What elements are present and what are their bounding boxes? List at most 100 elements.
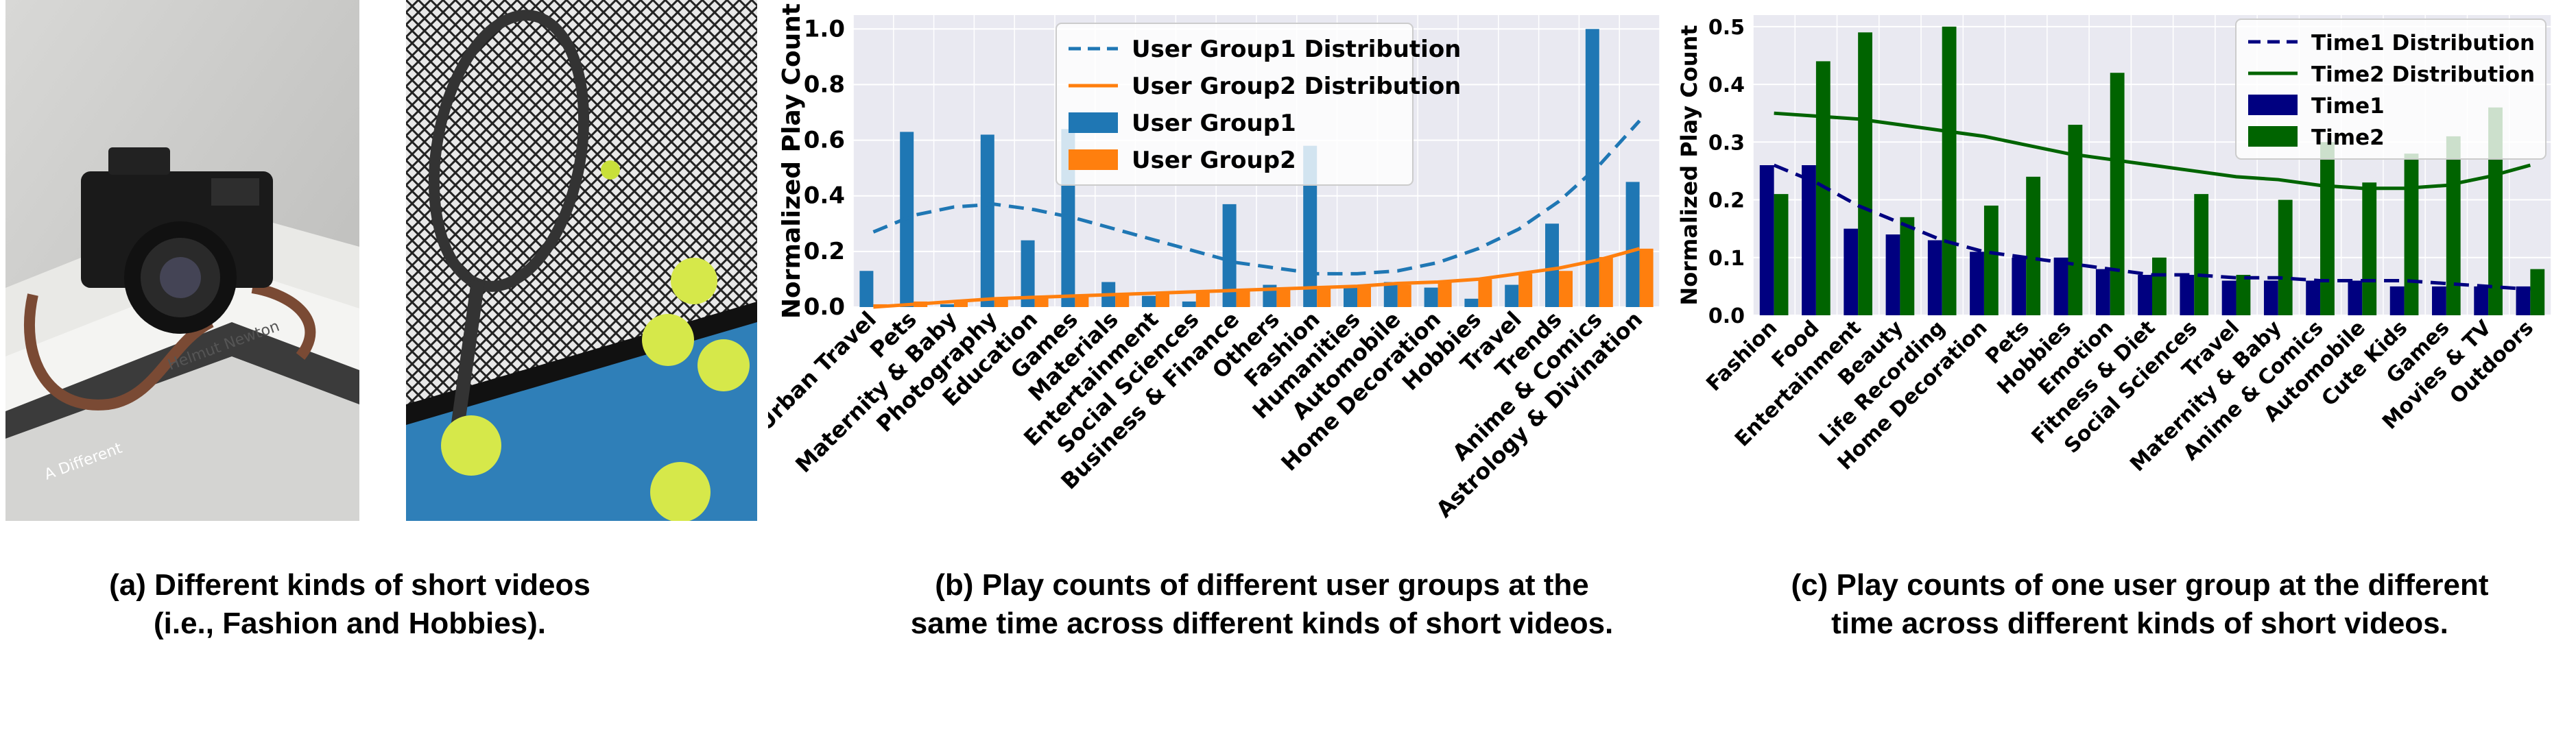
bar [2389, 286, 2405, 315]
bar [1303, 145, 1317, 307]
bar [994, 298, 1008, 307]
y-tick-label: 0.0 [1708, 304, 1745, 328]
bar [1900, 217, 1915, 315]
legend-label: Time2 [2311, 125, 2385, 150]
bar [1115, 293, 1130, 307]
tennis-image [406, 0, 757, 521]
legend-swatch [1069, 149, 1118, 170]
bar [1774, 194, 1789, 315]
bar [1505, 284, 1519, 307]
legend-label: Time1 Distribution [2311, 31, 2535, 56]
bar [1970, 252, 1984, 315]
y-tick-label: 0.2 [804, 238, 845, 265]
bar [1182, 301, 1196, 307]
bar [2068, 125, 2083, 316]
bar [2474, 286, 2489, 315]
legend-label: User Group1 Distribution [1132, 36, 1461, 63]
bar [940, 304, 954, 307]
legend-label: Time2 Distribution [2311, 62, 2535, 87]
legend-box [2235, 19, 2547, 160]
legend-label: Time1 [2311, 94, 2385, 119]
caption-b-line1: (b) Play counts of different user groups… [935, 568, 1589, 602]
bar [2053, 257, 2068, 315]
series-line [1774, 111, 2531, 191]
y-tick-label: 0.5 [1708, 16, 1745, 40]
fashion-photo: Helmut Newton A Different [5, 0, 359, 521]
caption-a-line2: (i.e., Fashion and Hobbies). [153, 607, 547, 640]
y-tick-label: 0.4 [804, 182, 845, 210]
y-tick-label: 0.0 [804, 293, 845, 321]
bar [1424, 287, 1438, 307]
bar [1518, 273, 1533, 307]
bar [1383, 282, 1398, 307]
bar [1585, 29, 1599, 308]
bar [1885, 234, 1900, 315]
bar [2012, 257, 2027, 315]
bar [1802, 165, 1816, 315]
y-tick-label: 0.4 [1708, 73, 1745, 97]
legend-label: User Group2 [1132, 147, 1296, 174]
bar [2152, 257, 2167, 315]
bar [1156, 293, 1169, 307]
legend-label: User Group2 Distribution [1132, 73, 1461, 100]
y-axis-label: Normalized Play Count [1676, 25, 1702, 305]
bar [1625, 182, 1640, 307]
y-tick-label: 0.1 [1708, 247, 1745, 271]
caption-c: (c) Play counts of one user group at the… [1756, 566, 2524, 643]
camera-image: Helmut Newton A Different [5, 0, 359, 521]
bar [2263, 280, 2278, 315]
bar [2320, 142, 2335, 315]
bar [1559, 271, 1573, 307]
bar [2530, 269, 2545, 315]
legend-swatch [2248, 95, 2298, 115]
x-tick-label: Maternity & Baby [790, 306, 962, 478]
caption-a: (a) Different kinds of short videos (i.e… [21, 566, 679, 643]
y-axis-label: Normalized Play Count [778, 3, 806, 319]
bar [2236, 275, 2251, 315]
bar [2180, 275, 2195, 315]
bar [2348, 280, 2363, 315]
bar [1142, 295, 1156, 307]
bar [954, 301, 968, 307]
bar [2404, 154, 2419, 315]
caption-c-line2: time across different kinds of short vid… [1831, 607, 2448, 640]
legend-swatch [2248, 126, 2298, 147]
y-tick-label: 0.8 [804, 71, 845, 98]
bar [1357, 284, 1371, 307]
series-line [873, 247, 1641, 309]
bar [2221, 280, 2237, 315]
bar [1983, 205, 1999, 315]
bar [1397, 284, 1411, 307]
bar [1759, 165, 1774, 315]
bar [2516, 286, 2531, 315]
bar [1438, 282, 1452, 307]
bar [1276, 287, 1291, 307]
legend-box [1056, 23, 1414, 186]
bar [2138, 275, 2152, 315]
bar [2362, 182, 2377, 315]
caption-a-line1: (a) Different kinds of short videos [109, 568, 591, 602]
legend-label: User Group1 [1132, 110, 1296, 137]
hobbies-photo [406, 0, 757, 521]
y-tick-label: 0.2 [1708, 189, 1745, 213]
bar [859, 271, 874, 307]
bar [1317, 287, 1331, 307]
bar [1222, 204, 1237, 307]
y-tick-label: 0.3 [1708, 131, 1745, 155]
caption-b: (b) Play counts of different user groups… [844, 566, 1680, 643]
bar [1545, 223, 1559, 307]
bar [2446, 136, 2461, 315]
bar [1021, 240, 1035, 307]
series-line [1773, 163, 2531, 291]
caption-c-line1: (c) Play counts of one user group at the… [1791, 568, 2489, 602]
bar [1464, 298, 1479, 307]
y-tick-label: 0.6 [804, 127, 845, 154]
bar [2432, 286, 2446, 315]
bar [1075, 295, 1089, 307]
bar [1478, 279, 1492, 307]
bar [2095, 269, 2110, 315]
bar [1858, 32, 1872, 316]
bar [980, 134, 994, 307]
bar [2306, 280, 2321, 315]
